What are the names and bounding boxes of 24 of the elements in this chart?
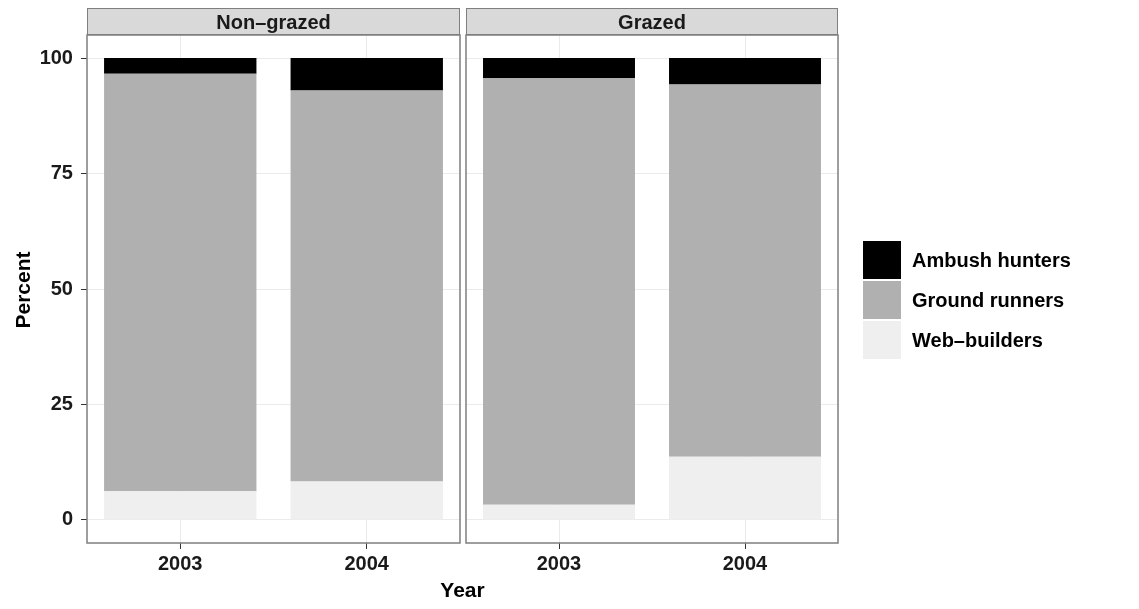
x-tick-label: 2004 bbox=[722, 551, 769, 574]
y-tick-label: 100 bbox=[39, 45, 73, 68]
bar bbox=[104, 58, 257, 74]
y-tick-label: 0 bbox=[61, 507, 73, 530]
y-axis-title: Percent bbox=[11, 250, 35, 331]
bar bbox=[290, 58, 443, 91]
bar bbox=[669, 58, 821, 85]
x-tick-label: 2003 bbox=[158, 551, 203, 574]
bar bbox=[104, 73, 257, 492]
chart-title: Non–grazed bbox=[87, 8, 460, 35]
legend-label: Web–builders bbox=[912, 328, 1043, 352]
legend-label: Ground runners bbox=[912, 288, 1065, 312]
y-tick-label: 75 bbox=[50, 161, 73, 184]
bar bbox=[669, 84, 821, 457]
x-tick-label: 2004 bbox=[344, 551, 390, 574]
legend-label: Ambush hunters bbox=[912, 248, 1071, 272]
y-tick-label: 25 bbox=[50, 391, 73, 414]
x-tick-label: 2003 bbox=[536, 551, 582, 574]
bar bbox=[290, 90, 443, 482]
bar bbox=[483, 58, 635, 78]
y-tick-label: 50 bbox=[50, 276, 73, 299]
bar bbox=[483, 77, 635, 505]
chart-title: Grazed bbox=[466, 8, 838, 35]
x-axis-title: Year bbox=[439, 578, 486, 602]
